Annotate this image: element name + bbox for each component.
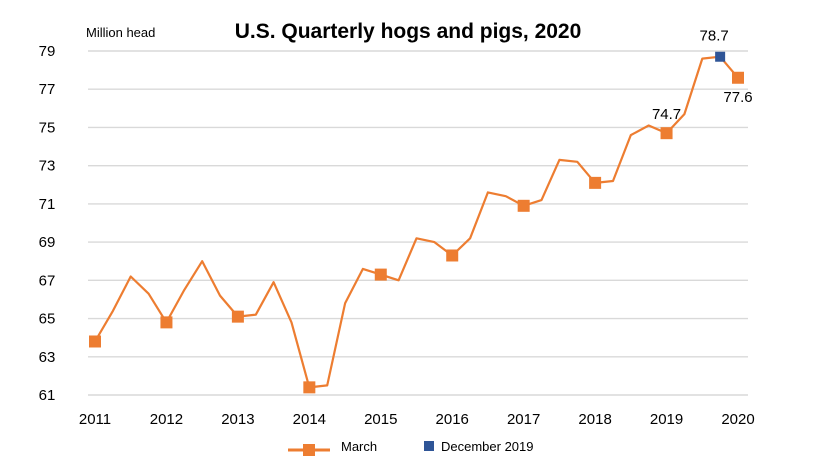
y-tick-label: 79	[39, 43, 56, 60]
data-label: 77.6	[723, 89, 752, 106]
data-label: 78.7	[700, 28, 729, 45]
x-tick-label: 2012	[150, 411, 183, 428]
y-tick-label: 67	[39, 272, 56, 289]
y-tick-label: 65	[39, 311, 56, 328]
x-tick-label: 2019	[650, 411, 683, 428]
legend-march-marker	[303, 444, 315, 456]
march-marker	[517, 199, 530, 212]
march-marker	[446, 249, 459, 262]
data-label: 74.7	[652, 106, 681, 123]
x-tick-label: 2015	[364, 411, 397, 428]
x-tick-label: 2013	[221, 411, 254, 428]
chart-title: U.S. Quarterly hogs and pigs, 2020	[235, 20, 582, 43]
y-tick-label: 71	[39, 196, 56, 213]
x-tick-label: 2017	[507, 411, 540, 428]
legend-march-label: March	[341, 439, 377, 454]
december-marker	[715, 51, 726, 62]
series-line	[94, 55, 739, 389]
march-marker	[374, 268, 387, 281]
y-tick-label: 75	[39, 119, 56, 136]
x-tick-label: 2011	[79, 411, 111, 428]
y-tick-label: 61	[39, 387, 56, 404]
x-tick-label: 2018	[578, 411, 611, 428]
y-axis-ticks: 61 63 65 67 69 71 73 75 77 79	[39, 43, 56, 404]
legend: March December 2019	[288, 439, 534, 456]
march-marker	[231, 310, 244, 323]
gridlines	[88, 50, 748, 396]
march-marker	[732, 71, 744, 84]
legend-december-label: December 2019	[441, 439, 534, 454]
series-layer	[94, 55, 739, 389]
x-tick-label: 2014	[293, 411, 326, 428]
unit-label: Million head	[86, 25, 155, 40]
y-tick-label: 73	[39, 158, 56, 175]
march-marker	[303, 381, 316, 394]
marker-layer	[89, 51, 744, 394]
march-marker	[89, 335, 101, 348]
legend-december-marker	[424, 441, 434, 451]
march-marker	[589, 176, 602, 189]
y-tick-label: 63	[39, 349, 56, 366]
y-tick-label: 69	[39, 234, 56, 251]
x-axis-ticks: 2011 2012 2013 2014 2015 2016 2017 2018 2019 2020	[79, 411, 755, 428]
x-tick-label: 2016	[436, 411, 469, 428]
march-marker	[660, 127, 673, 140]
march-marker	[160, 316, 173, 329]
x-tick-label: 2020	[721, 411, 754, 428]
y-tick-label: 77	[39, 81, 56, 98]
data-label-layer: 74.7 78.7 77.6	[652, 28, 753, 123]
